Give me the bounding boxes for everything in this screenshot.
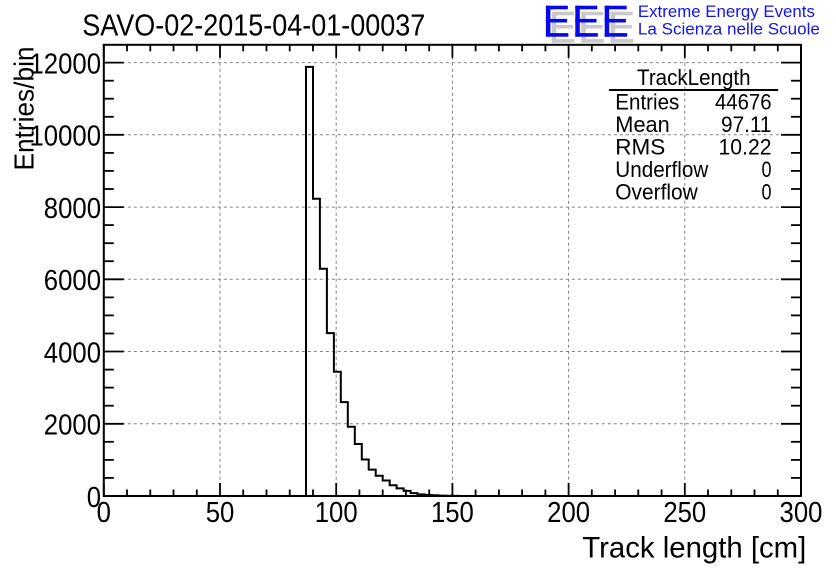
svg-text:Underflow: Underflow xyxy=(615,157,709,182)
svg-text:12000: 12000 xyxy=(30,48,102,80)
svg-text:0: 0 xyxy=(87,482,101,514)
svg-text:TrackLength: TrackLength xyxy=(637,65,751,90)
svg-text:8000: 8000 xyxy=(44,193,101,225)
svg-text:Entries: Entries xyxy=(615,90,679,115)
svg-text:10000: 10000 xyxy=(30,121,102,153)
svg-text:250: 250 xyxy=(663,497,706,529)
svg-text:Entries/bin: Entries/bin xyxy=(8,47,39,171)
svg-text:0: 0 xyxy=(97,497,111,529)
svg-text:Mean: Mean xyxy=(615,112,670,137)
svg-text:Track length [cm]: Track length [cm] xyxy=(582,531,806,564)
svg-text:SAVO-02-2015-04-01-00037: SAVO-02-2015-04-01-00037 xyxy=(82,7,425,42)
svg-text:Overflow: Overflow xyxy=(615,180,698,205)
svg-text:150: 150 xyxy=(431,497,474,529)
svg-text:97.11: 97.11 xyxy=(721,112,772,137)
svg-text:100: 100 xyxy=(315,497,358,529)
svg-text:4000: 4000 xyxy=(44,337,101,369)
svg-text:2000: 2000 xyxy=(44,410,101,442)
svg-text:44676: 44676 xyxy=(715,90,772,115)
svg-text:RMS: RMS xyxy=(615,135,665,160)
svg-text:La Scienza nelle Scuole: La Scienza nelle Scuole xyxy=(638,21,820,39)
svg-text:10.22: 10.22 xyxy=(719,135,772,160)
svg-text:300: 300 xyxy=(780,497,823,529)
svg-text:0: 0 xyxy=(762,157,772,182)
svg-text:0: 0 xyxy=(762,180,772,205)
svg-text:6000: 6000 xyxy=(44,265,101,297)
svg-text:200: 200 xyxy=(547,497,590,529)
svg-text:Extreme Energy Events: Extreme Energy Events xyxy=(638,3,815,21)
svg-text:50: 50 xyxy=(206,497,235,529)
